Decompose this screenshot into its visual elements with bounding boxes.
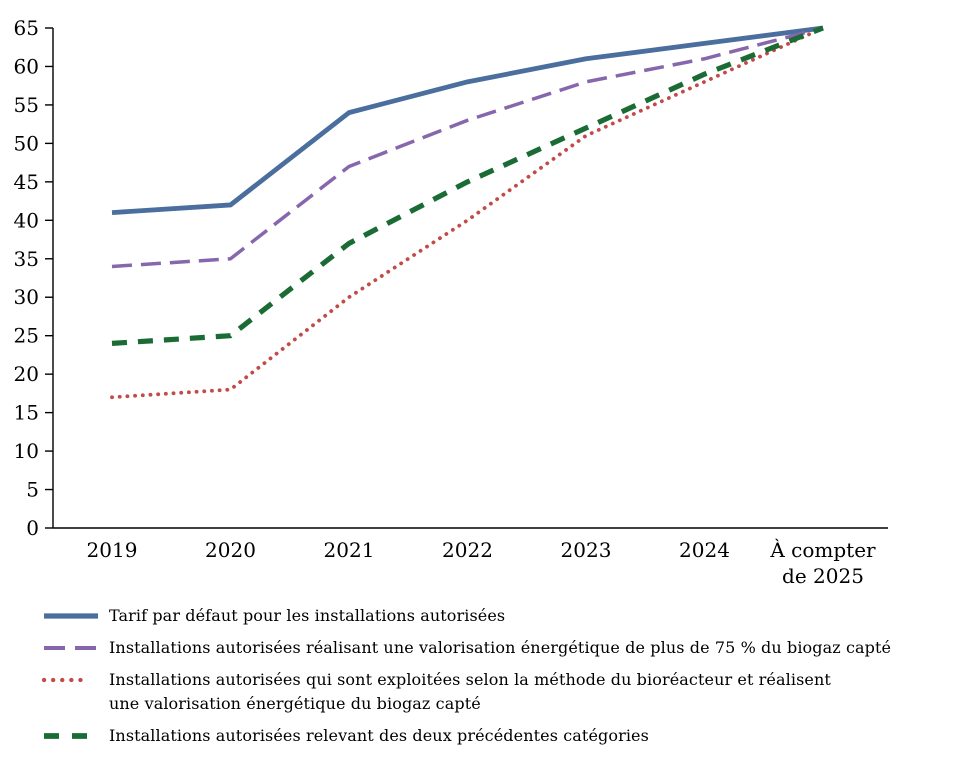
legend-short-dash-swatch-icon	[44, 733, 98, 739]
y-tick-label: 30	[14, 285, 39, 309]
y-tick-label: 60	[14, 54, 39, 78]
legend-item-deux-categories: Installations autorisées relevant des de…	[42, 724, 957, 748]
y-tick-label: 0	[26, 516, 39, 540]
legend-dotted-swatch-icon	[42, 677, 87, 683]
x-tick-label: 2019	[87, 538, 138, 562]
y-tick-label: 10	[14, 439, 39, 463]
series-line-bioreacteur-valorisation	[110, 26, 825, 400]
y-tick-label: 55	[14, 93, 39, 117]
legend-solid-swatch-icon	[44, 613, 98, 619]
y-tick-label: 50	[14, 131, 39, 155]
legend-label: Installations autorisées qui sont exploi…	[109, 670, 831, 713]
y-tick-label: 15	[14, 401, 39, 425]
x-tick-label: À compter	[769, 538, 876, 562]
y-tick-label: 65	[14, 16, 39, 40]
series-line-valorisation-plus-75	[111, 26, 824, 269]
y-tick-label: 25	[14, 324, 39, 348]
x-tick-label: 2022	[442, 538, 493, 562]
legend-label: Installations autorisées réalisant une v…	[109, 638, 892, 657]
y-tick-label: 45	[14, 170, 39, 194]
legend-label: Installations autorisées relevant des de…	[109, 726, 649, 745]
x-tick-label: de 2025	[782, 564, 864, 588]
x-tick-label: 2021	[324, 538, 375, 562]
y-tick-label: 5	[26, 478, 39, 502]
x-tick-label: 2024	[679, 538, 730, 562]
legend-label: Tarif par défaut pour les installations …	[109, 606, 506, 625]
legend-item-bioreacteur-valorisation: Installations autorisées qui sont exploi…	[42, 668, 957, 716]
y-tick-label: 40	[14, 208, 39, 232]
series-line-deux-categories	[111, 25, 824, 346]
y-tick-label: 20	[14, 362, 39, 386]
legend-long-dash-swatch-icon	[44, 646, 98, 650]
x-tick-label: 2023	[561, 538, 612, 562]
x-tick-label: 2020	[205, 538, 256, 562]
legend-item-tarif-par-defaut: Tarif par défaut pour les installations …	[42, 604, 957, 628]
chart-legend: Tarif par défaut pour les installations …	[42, 604, 957, 756]
legend-item-valorisation-plus-75: Installations autorisées réalisant une v…	[42, 636, 957, 660]
line-chart: 0 5 10 15 20 25 30 35 40 45 50 55 60 65 2019 2020 2021 20…	[14, 16, 888, 588]
series-line-tarif-par-defaut	[111, 25, 824, 216]
y-tick-label: 35	[14, 247, 39, 271]
